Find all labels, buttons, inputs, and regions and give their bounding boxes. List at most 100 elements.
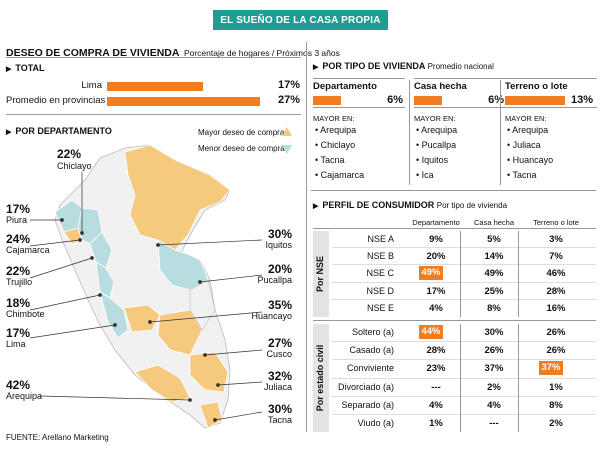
departamento-section-title: ▶ POR DEPARTAMENTO <box>6 126 112 136</box>
perfil-cell: 4% <box>487 399 501 411</box>
perfil-cell: --- <box>431 381 441 393</box>
perfil-cell: 49% <box>484 268 504 280</box>
dep-name: Chimbote <box>6 309 45 319</box>
header-title: DESEO DE COMPRA DE VIVIENDA <box>6 47 180 59</box>
dep-pct: 20% <box>267 262 292 276</box>
dep-name: Arequipa <box>6 391 43 401</box>
perfil-col-header: Casa hecha <box>473 218 515 227</box>
dep-pct: 30% <box>267 227 292 241</box>
header: DESEO DE COMPRA DE VIVIENDA Porcentaje d… <box>6 43 340 61</box>
perfil-cell: 2% <box>487 381 501 393</box>
perfil-cell: 9% <box>429 234 443 245</box>
dep-name: Juliaca <box>263 382 292 392</box>
tipo-item: • Iquitos <box>416 155 449 165</box>
perfil-cell: 37% <box>484 363 504 375</box>
perfil-col-divider <box>518 231 519 317</box>
total-bar <box>107 82 204 91</box>
dep-pct: 17% <box>6 326 31 340</box>
dep-name: Piura <box>6 215 28 225</box>
nse-band <box>313 231 329 317</box>
dep-pct: 18% <box>6 296 31 310</box>
tipo-rule <box>311 190 596 191</box>
triangle-icon: ▶ <box>313 203 319 210</box>
tipo-item: • Chiclayo <box>315 140 356 150</box>
perfil-row-rule <box>332 298 596 300</box>
perfil-row-rule <box>332 341 596 343</box>
legend-mayor-icon <box>282 127 292 136</box>
perfil-row-label: Divorciado (a) <box>337 381 394 392</box>
tipo-item: • Ica <box>416 170 434 180</box>
civil-label: Por estado civil <box>315 344 325 412</box>
map-region-lima <box>99 291 129 339</box>
perfil-col-divider <box>518 324 519 432</box>
triangle-icon: ▶ <box>6 129 12 136</box>
perfil-cell: 28% <box>546 285 566 297</box>
tipo-bar <box>313 96 341 105</box>
dep-pct: 32% <box>267 369 292 383</box>
perfil-cell: 30% <box>484 327 504 338</box>
tipo-col-divider <box>409 80 410 185</box>
perfil-rule <box>313 320 596 321</box>
perfil-col-header: Terreno o lote <box>533 218 579 227</box>
civil-band <box>313 324 329 432</box>
perfil-cell: 44% <box>419 325 443 339</box>
vertical-divider <box>306 42 307 432</box>
header-rule <box>6 57 301 58</box>
perfil-cell: 4% <box>429 302 443 314</box>
tipo-col-name: Departamento <box>313 81 377 92</box>
perfil-row-label: NSE D <box>366 285 394 296</box>
perfil-row-label: Viudo (a) <box>357 418 394 428</box>
tipo-item: • Arequipa <box>507 125 549 135</box>
triangle-icon: ▶ <box>6 66 12 73</box>
dep-pct: 22% <box>57 147 82 161</box>
perfil-row-label: Soltero (a) <box>351 327 394 337</box>
perfil-cell: 8% <box>487 302 501 314</box>
perfil-cell: 28% <box>426 345 446 357</box>
legend-mayor-label: Mayor deseo de compra <box>198 128 285 137</box>
dep-name: Lima <box>6 339 26 349</box>
tipo-bar <box>414 96 442 105</box>
perfil-cell: 17% <box>426 285 446 297</box>
total-bar <box>107 97 260 106</box>
dep-pct: 24% <box>6 232 31 246</box>
tipo-item: • Huancayo <box>507 155 554 165</box>
dep-pct: 17% <box>6 202 31 216</box>
perfil-row-label: NSE C <box>366 268 394 279</box>
peru-map <box>54 144 231 429</box>
map-region-ancash <box>95 261 115 299</box>
tipo-section-title: ▶ POR TIPO DE VIVIENDA Promedio nacional <box>313 61 494 71</box>
dep-pct: 42% <box>6 378 31 392</box>
tipo-item: • Cajamarca <box>315 170 365 180</box>
map-region-arequipa <box>134 364 191 403</box>
triangle-icon: ▶ <box>313 64 319 71</box>
perfil-cell: 49% <box>419 266 443 281</box>
tipo-col-name: Casa hecha <box>414 81 467 92</box>
perfil-row-label: NSE E <box>366 302 394 313</box>
map-region-junin <box>123 304 161 333</box>
perfil-cell: 37% <box>539 361 563 376</box>
perfil-cell: 14% <box>484 251 504 263</box>
perfil-row-rule <box>332 395 596 397</box>
perfil-cell: 7% <box>549 251 563 263</box>
perfil-row-rule <box>332 264 596 266</box>
nse-label: Por NSE <box>315 256 325 293</box>
perfil-row-label: NSE B <box>366 251 394 262</box>
dep-name: Iquitos <box>265 240 292 250</box>
header-subtitle: Porcentaje de hogares / Próximos 3 años <box>183 48 340 58</box>
dep-name: Chiclayo <box>57 161 92 171</box>
map-region-loreto <box>124 144 231 251</box>
perfil-cell: 26% <box>546 345 566 357</box>
perfil-cell: --- <box>489 418 499 429</box>
perfil-cell: 4% <box>429 399 443 411</box>
total-rule <box>6 114 301 115</box>
dep-name: Pucallpa <box>257 275 292 285</box>
dep-name: Huancayo <box>251 311 292 321</box>
tipo-col-name: Terreno o lote <box>505 81 568 92</box>
dep-pct: 30% <box>267 402 292 416</box>
total-value: 17% <box>277 79 300 91</box>
map-region-tacna <box>199 401 223 429</box>
map-region-puno <box>189 351 229 393</box>
perfil-section-title: ▶ PERFIL DE CONSUMIDOR Por tipo de vivien… <box>313 200 508 210</box>
banner-title: EL SUEÑO DE LA CASA PROPIA <box>213 10 388 30</box>
perfil-cell: 26% <box>484 345 504 357</box>
